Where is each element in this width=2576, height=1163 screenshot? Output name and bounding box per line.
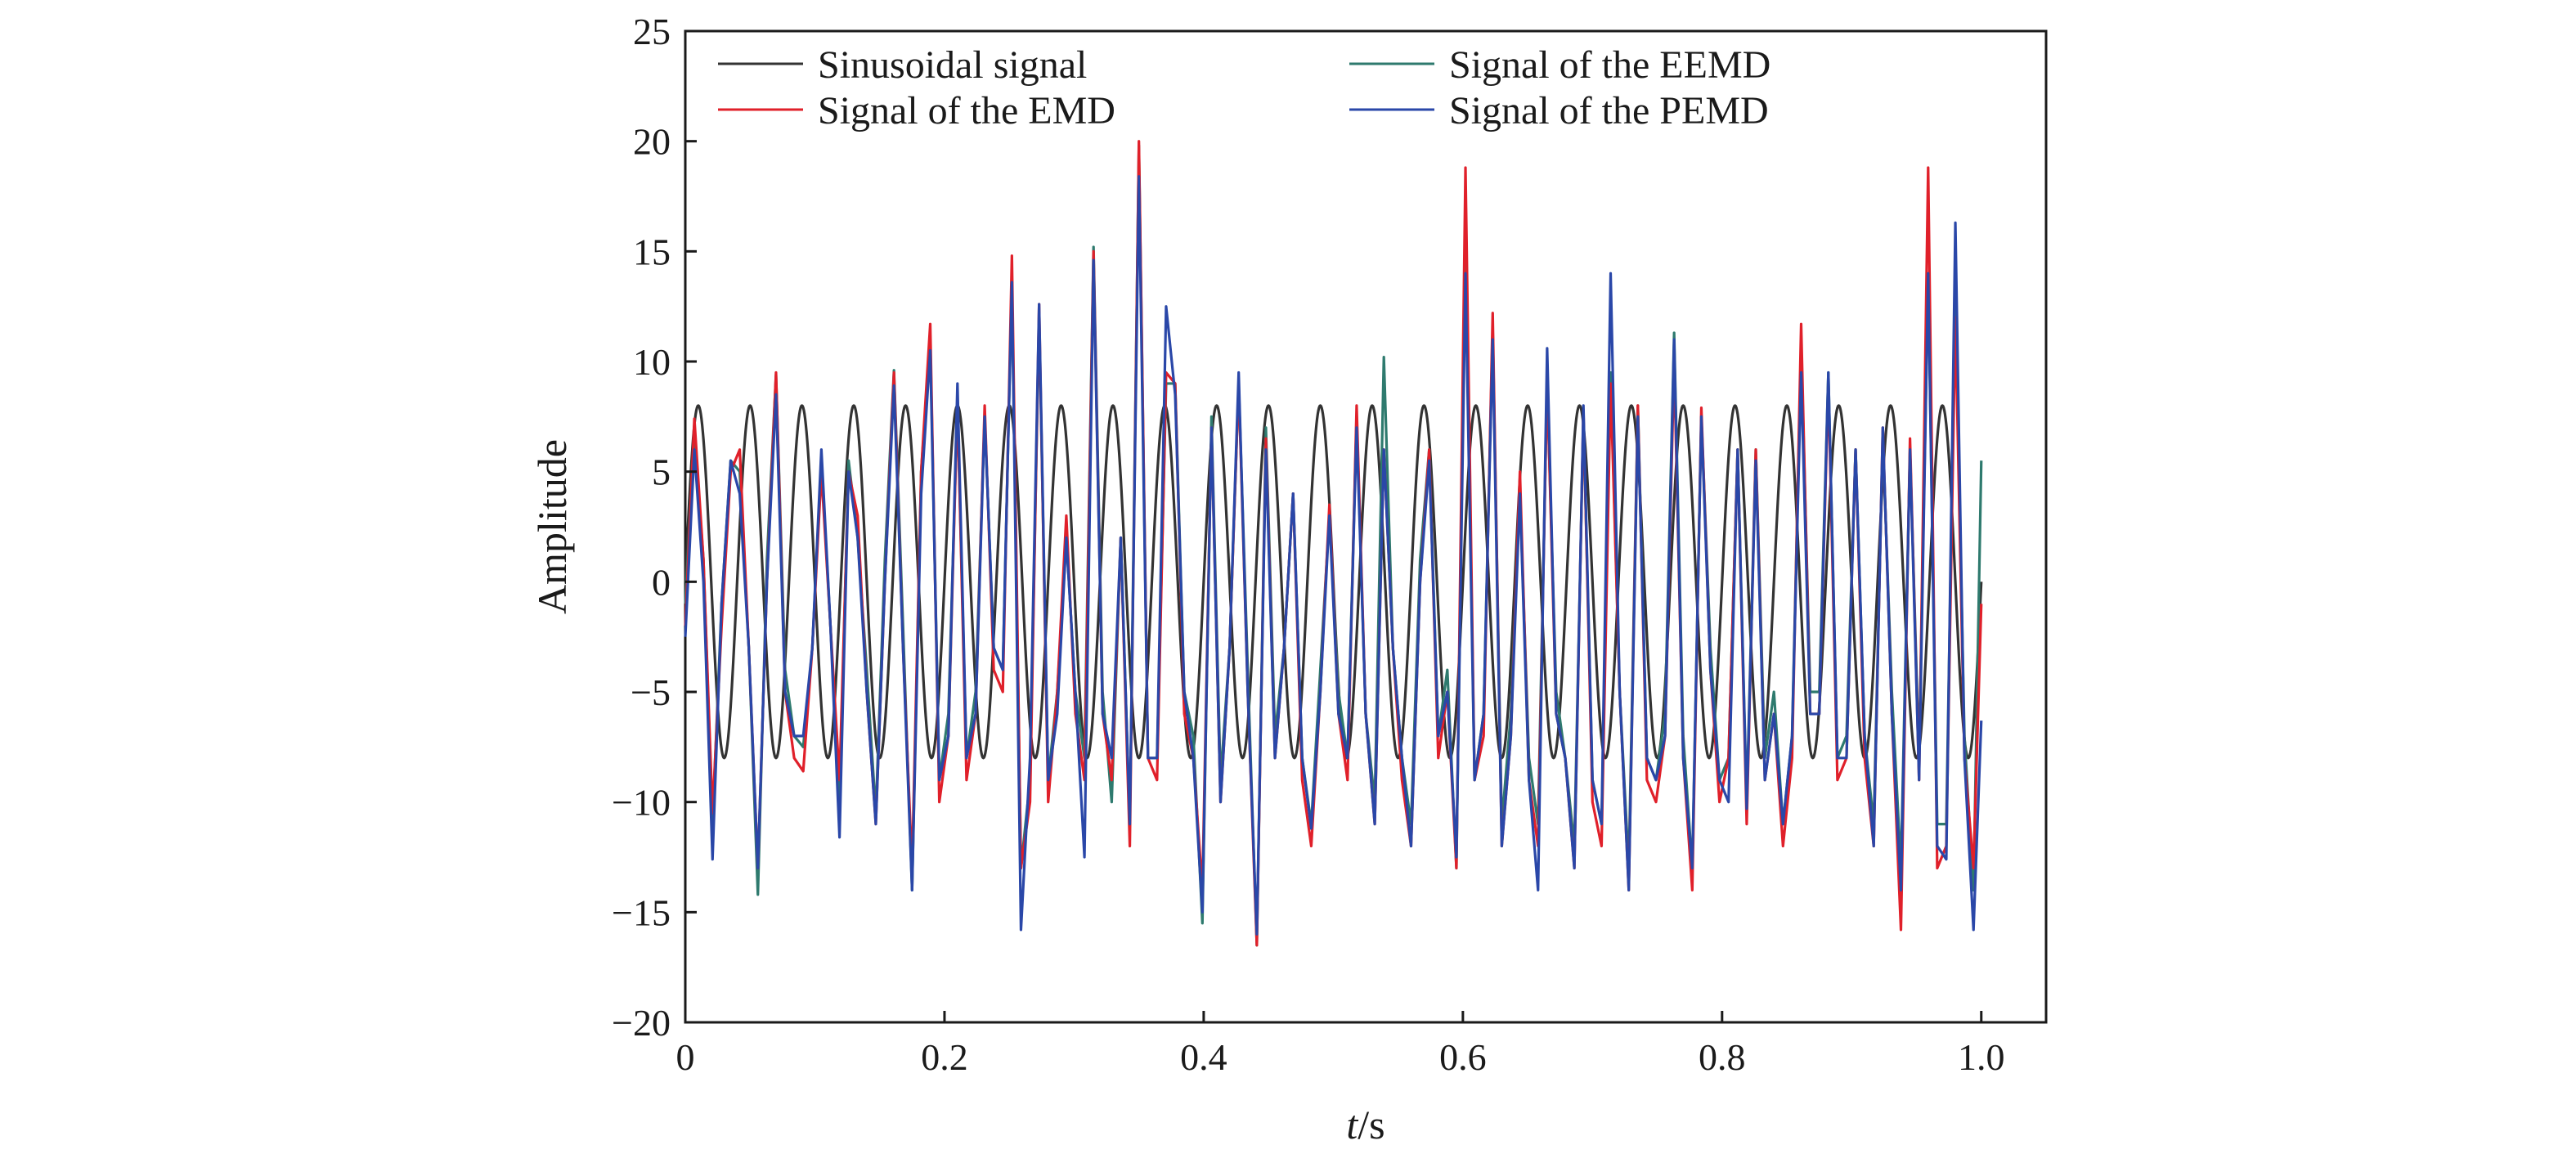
legend-label-eemd: Signal of the EEMD bbox=[1449, 43, 1770, 87]
y-tick-label: 15 bbox=[633, 231, 671, 272]
legend-label-emd: Signal of the EMD bbox=[818, 89, 1115, 132]
legend: Sinusoidal signal Signal of the EMD Sign… bbox=[718, 43, 1770, 132]
plot-frame bbox=[684, 29, 2048, 1024]
axis-ticks: 0 0.2 0.4 0.6 0.8 1.0 25 20 15 10 5 0 −5 −10 −15 −20 bbox=[612, 11, 2004, 1078]
x-tick-label: 0 bbox=[676, 1036, 695, 1078]
x-tick-label: 0.8 bbox=[1699, 1036, 1746, 1078]
y-tick-label: 10 bbox=[633, 341, 671, 383]
x-tick-label: 0.6 bbox=[1439, 1036, 1487, 1078]
x-axis-title-symbol: t bbox=[1346, 1102, 1358, 1147]
x-axis-title-unit: /s bbox=[1358, 1102, 1384, 1147]
series-line-emd bbox=[684, 140, 1983, 947]
x-tick-label: 1.0 bbox=[1958, 1036, 2005, 1078]
y-tick-label: 20 bbox=[633, 121, 671, 163]
y-tick-label: −15 bbox=[612, 891, 671, 933]
legend-label-pemd: Signal of the PEMD bbox=[1449, 89, 1769, 132]
y-tick-label: 0 bbox=[652, 561, 671, 603]
x-tick-label: 0.4 bbox=[1180, 1036, 1227, 1078]
series-line-pemd bbox=[684, 175, 1983, 936]
legend-label-sinusoidal: Sinusoidal signal bbox=[818, 43, 1087, 87]
y-axis-title: Amplitude bbox=[529, 439, 575, 614]
x-axis-title: t/s bbox=[1346, 1102, 1384, 1147]
y-tick-label: 25 bbox=[633, 11, 671, 52]
y-tick-label: −20 bbox=[612, 1002, 671, 1044]
x-tick-label: 0.2 bbox=[921, 1036, 968, 1078]
y-tick-label: 5 bbox=[652, 451, 671, 493]
series-layer bbox=[684, 140, 1983, 947]
series-line-eemd bbox=[684, 144, 1983, 947]
y-tick-label: −10 bbox=[612, 782, 671, 824]
y-tick-label: −5 bbox=[631, 671, 671, 713]
